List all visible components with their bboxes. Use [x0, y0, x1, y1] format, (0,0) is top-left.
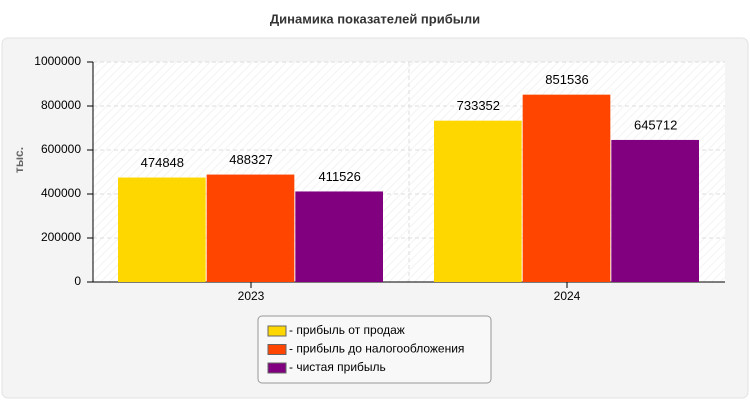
- bar: [295, 191, 383, 282]
- y-tick-label: 400000: [41, 186, 81, 200]
- legend-label: - прибыль до налогообложения: [289, 342, 464, 356]
- y-tick-label: 1000000: [34, 54, 81, 68]
- bar: [118, 177, 206, 282]
- y-tick-label: 0: [74, 274, 81, 288]
- legend-swatch: [267, 362, 287, 374]
- y-tick-label: 600000: [41, 142, 81, 156]
- data-label: 488327: [229, 152, 272, 167]
- y-axis-label: тыс.: [12, 147, 26, 173]
- data-label: 411526: [318, 169, 360, 184]
- bar: [611, 139, 699, 282]
- legend-swatch: [267, 344, 287, 355]
- y-tick-label: 200000: [41, 230, 81, 244]
- legend-swatch: [267, 325, 287, 337]
- bar: [206, 174, 295, 282]
- chart-title: Динамика показателей прибыли: [270, 11, 480, 26]
- bar: [522, 94, 611, 282]
- data-label: 474848: [141, 155, 184, 170]
- legend-label: - чистая прибыль: [289, 360, 386, 374]
- data-label: 851536: [545, 72, 588, 87]
- legend-label: - прибыль от продаж: [289, 323, 405, 337]
- bar: [434, 120, 522, 282]
- x-tick-label: 2023: [238, 289, 265, 303]
- data-label: 733352: [457, 98, 500, 113]
- data-label: 645712: [634, 117, 677, 132]
- y-tick-label: 800000: [41, 98, 81, 112]
- legend: [257, 315, 492, 384]
- x-tick-label: 2024: [554, 289, 581, 303]
